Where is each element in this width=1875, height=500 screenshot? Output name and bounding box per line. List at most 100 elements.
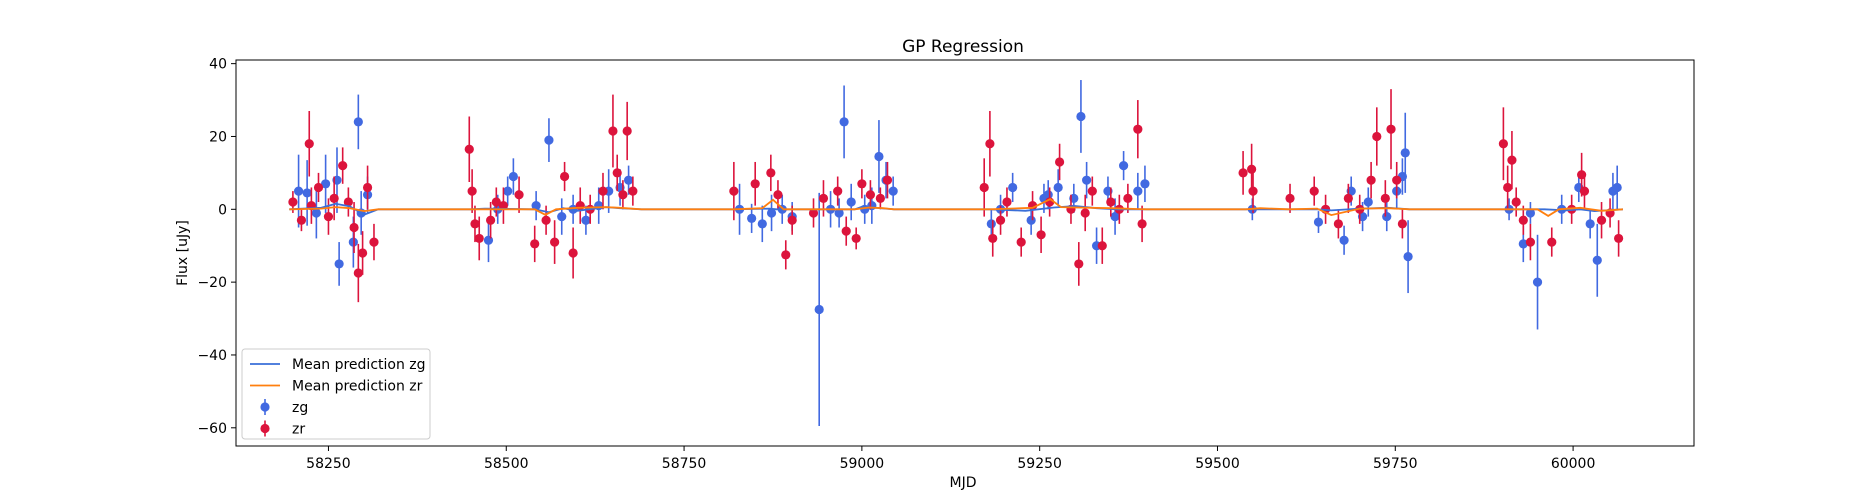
point-zg <box>1110 211 1120 222</box>
point-zg <box>334 259 344 269</box>
point-zg <box>1382 211 1392 222</box>
point-zr <box>514 190 524 200</box>
point-zg <box>293 186 304 196</box>
point-zg <box>834 208 844 218</box>
point-zr <box>988 233 998 244</box>
y-axis-label: Flux [uJy] <box>175 220 191 286</box>
legend-label-Mean prediction zr: Mean prediction zr <box>292 379 423 395</box>
point-zr <box>1285 193 1295 203</box>
y-tick-label: 0 <box>218 202 227 218</box>
point-zr <box>1036 230 1046 240</box>
point-zr <box>808 208 819 218</box>
point-zg <box>1082 175 1092 185</box>
point-zr <box>773 190 783 200</box>
point-zr <box>1380 193 1390 203</box>
point-zg <box>1076 111 1086 122</box>
point-zr <box>787 215 797 225</box>
point-zg <box>353 117 363 127</box>
x-tick-label: 58750 <box>662 456 707 472</box>
y-tick-label: 20 <box>209 129 227 145</box>
point-zg <box>839 117 849 127</box>
point-zr <box>1074 259 1084 269</box>
point-zr <box>1614 233 1624 244</box>
point-zg <box>814 304 824 315</box>
point-zr <box>1525 237 1536 247</box>
legend-label-zg: zg <box>292 400 308 416</box>
y-tick-label: −20 <box>197 275 227 291</box>
point-zr <box>1333 219 1343 229</box>
point-zg <box>1043 190 1053 200</box>
point-zr <box>841 226 851 236</box>
point-zr <box>362 182 373 193</box>
point-zr <box>612 168 622 178</box>
point-zr <box>750 179 760 189</box>
plot-inner <box>288 80 1624 426</box>
point-zg <box>1363 197 1373 207</box>
point-zr <box>575 201 585 211</box>
point-zr <box>470 219 480 229</box>
point-zr <box>353 268 363 278</box>
point-zg <box>1053 182 1063 193</box>
point-zr <box>1343 193 1353 203</box>
point-zr <box>343 197 353 207</box>
point-zr <box>349 222 359 233</box>
point-zg <box>1612 182 1622 193</box>
point-zr <box>1137 219 1147 229</box>
point-zg <box>302 188 312 198</box>
point-zr <box>1547 237 1557 247</box>
point-zg <box>1525 208 1536 218</box>
point-zr <box>781 250 791 260</box>
point-zr <box>568 248 578 258</box>
point-zg <box>766 208 777 218</box>
point-zr <box>1392 175 1402 185</box>
x-tick-label: 58500 <box>484 456 529 472</box>
point-zg <box>1026 215 1036 225</box>
point-zr <box>530 239 540 249</box>
point-zg <box>623 175 634 185</box>
point-zg <box>1592 255 1602 265</box>
point-zr <box>1248 186 1258 196</box>
point-zg <box>1518 239 1528 249</box>
y-tick-label: 40 <box>209 57 227 73</box>
point-zg <box>503 186 513 196</box>
point-zr <box>1309 186 1319 196</box>
chart-title: GP Regression <box>902 37 1024 57</box>
point-zr <box>323 211 334 222</box>
point-zg <box>747 213 757 224</box>
point-zr <box>1511 197 1521 207</box>
point-zr <box>875 193 885 203</box>
point-zg <box>581 215 591 225</box>
point-zg <box>1339 235 1349 245</box>
point-zr <box>628 186 638 196</box>
x-tick-label: 59250 <box>1017 456 1062 472</box>
axes-frame <box>235 59 1695 447</box>
point-zg <box>874 151 884 162</box>
point-zr <box>1372 131 1382 142</box>
point-zr <box>1016 237 1026 247</box>
x-axis-label: MJD <box>950 475 977 491</box>
point-zr <box>1054 157 1065 167</box>
point-zg <box>867 201 877 211</box>
point-zg <box>1140 179 1150 189</box>
point-zr <box>1123 193 1133 203</box>
legend-label-zr: zr <box>292 422 305 438</box>
point-zr <box>729 186 739 196</box>
point-zr <box>1579 186 1590 196</box>
point-zg <box>846 197 856 207</box>
point-zr <box>618 190 628 200</box>
point-zg <box>757 219 767 229</box>
point-zr <box>1386 124 1396 134</box>
point-zr <box>338 161 348 171</box>
point-zr <box>995 215 1006 225</box>
point-zg <box>1400 148 1410 158</box>
point-zr <box>598 186 608 196</box>
point-zr <box>865 190 876 200</box>
legend-marker-zr <box>260 423 270 434</box>
point-zr <box>467 186 477 196</box>
point-zr <box>833 186 843 196</box>
point-zr <box>1247 164 1257 174</box>
point-zr <box>1002 197 1012 207</box>
x-tick-label: 60000 <box>1551 456 1596 472</box>
axes: 58250 58500 58750 59000 59250 59500 59750 60000… <box>197 57 1695 472</box>
